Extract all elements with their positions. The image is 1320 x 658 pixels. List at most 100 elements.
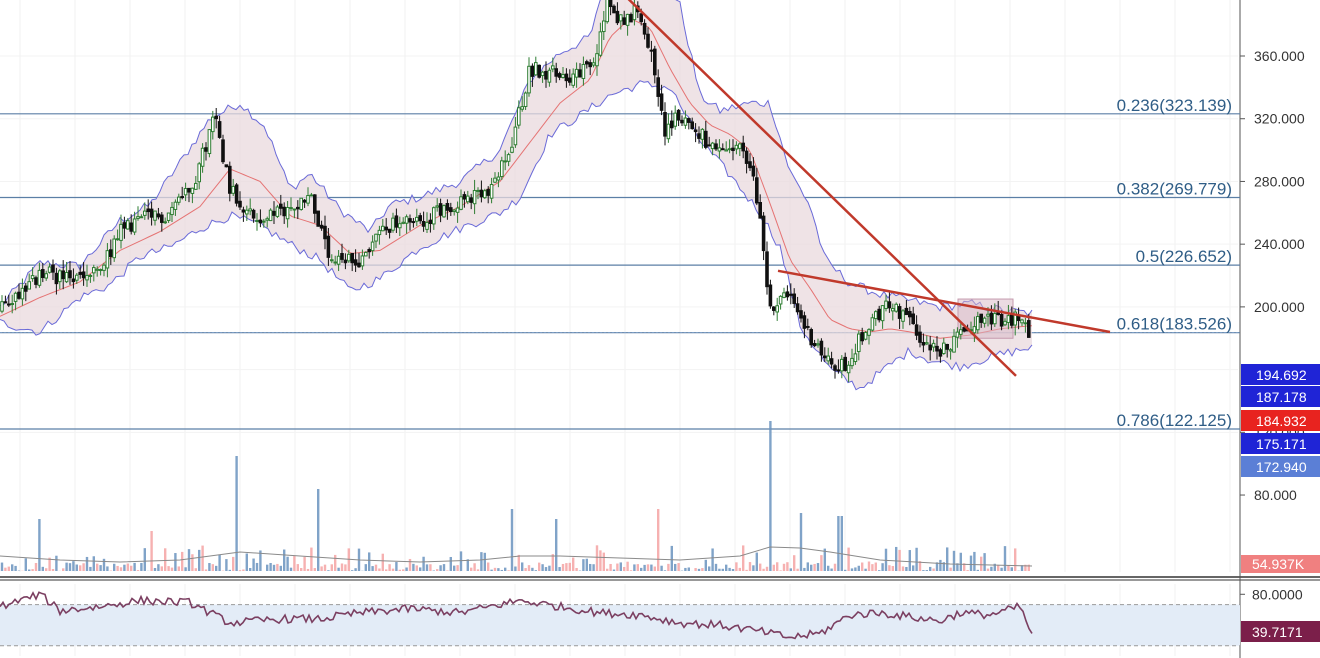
- volume-bar: [708, 566, 711, 571]
- candle-body: [112, 238, 117, 259]
- volume-bar: [497, 568, 500, 571]
- volume-bar: [442, 564, 446, 571]
- candle-body: [180, 196, 184, 199]
- price-badge-label: 172.940: [1256, 459, 1307, 475]
- candle-body: [649, 49, 654, 52]
- candle-body: [506, 154, 511, 162]
- volume-bar: [534, 570, 537, 571]
- trendline[interactable]: [777, 269, 1111, 334]
- candle-body: [139, 216, 144, 219]
- volume-bar: [38, 519, 41, 571]
- volume-bar: [249, 567, 252, 571]
- volume-bar: [952, 550, 956, 571]
- price-badge: [1241, 433, 1320, 454]
- candle-body: [68, 270, 72, 279]
- candle-body: [173, 201, 178, 210]
- trendline[interactable]: [608, 0, 1017, 377]
- candle-body: [588, 62, 593, 68]
- candle-body: [309, 194, 314, 197]
- volume-bar: [895, 546, 898, 571]
- candle-body: [24, 285, 28, 292]
- volume-bar: [504, 567, 507, 571]
- volume-bar: [368, 552, 371, 571]
- volume-bar: [279, 565, 282, 571]
- bollinger-fill: [0, 0, 1032, 390]
- candle-body: [302, 199, 307, 203]
- trendlines[interactable]: [608, 0, 1111, 377]
- candle-body: [459, 196, 463, 210]
- axis-tick-label: 360.000: [1254, 48, 1305, 64]
- volume-bar: [337, 567, 340, 571]
- bollinger-bands: [0, 0, 1033, 391]
- candle-body: [197, 163, 201, 183]
- volume-bar: [891, 565, 894, 571]
- volume-bar: [0, 562, 4, 571]
- candle-body: [962, 327, 967, 332]
- volume-bar: [1014, 548, 1017, 571]
- volume-bar: [623, 566, 626, 571]
- volume-bar: [677, 563, 680, 571]
- volume-bar: [864, 568, 867, 571]
- candle-body: [741, 142, 746, 152]
- volume-bar: [259, 550, 262, 571]
- volume-bar: [228, 569, 231, 571]
- candle-body: [517, 107, 521, 126]
- candle-body: [673, 112, 678, 127]
- candle-body: [914, 324, 919, 336]
- volume-bar: [932, 568, 935, 571]
- volume-bar: [191, 554, 194, 571]
- volume-bar: [449, 556, 452, 571]
- candle-body: [683, 117, 688, 126]
- candle-body: [418, 215, 422, 222]
- candle-body: [758, 201, 763, 219]
- candle-body: [891, 308, 895, 312]
- candle-body: [700, 128, 705, 140]
- volume-bar: [619, 562, 622, 571]
- volume-bar: [609, 563, 612, 571]
- candle-body: [336, 255, 341, 265]
- candle-body: [530, 65, 535, 77]
- volume-bar: [742, 545, 745, 571]
- volume-bar: [565, 563, 568, 571]
- candle-body: [166, 212, 171, 221]
- volume-bar: [901, 566, 905, 571]
- candle-body: [411, 221, 416, 224]
- volume-bar: [116, 565, 119, 571]
- volume-bar: [653, 566, 656, 571]
- candle-body: [619, 14, 623, 22]
- volume-bar: [738, 567, 741, 571]
- candle-body: [639, 13, 644, 23]
- candle-body: [809, 329, 814, 346]
- volume-bar: [82, 563, 85, 571]
- volume-bar: [626, 561, 629, 571]
- volume-bar: [198, 549, 201, 571]
- candle-body: [292, 208, 297, 211]
- volume-bar: [684, 567, 687, 571]
- candle-body: [523, 92, 528, 107]
- volume-bar: [888, 565, 891, 571]
- candle-body: [340, 253, 344, 260]
- candle-body: [806, 325, 810, 328]
- volume-bar: [728, 567, 731, 571]
- volume-bar: [517, 554, 520, 571]
- volume-bar: [572, 557, 575, 571]
- volume-bar: [925, 570, 928, 571]
- volume-bar: [85, 556, 89, 571]
- price-badge: [1241, 456, 1320, 477]
- candle-body: [489, 183, 494, 199]
- volume-bar: [269, 563, 272, 571]
- volume-bar: [861, 562, 864, 571]
- candle-body: [387, 228, 392, 233]
- candle-body: [765, 251, 769, 288]
- axis-tick-label: 240.000: [1254, 236, 1305, 252]
- candle-body: [778, 295, 783, 305]
- volume-bar: [507, 570, 510, 571]
- candle-body: [438, 203, 443, 216]
- candle-body: [415, 216, 419, 222]
- candle-body: [1020, 319, 1024, 324]
- volume-bar: [629, 570, 633, 571]
- candle-body: [687, 118, 691, 123]
- candle-body: [105, 250, 110, 269]
- volume-bar: [993, 563, 996, 571]
- volume-bar: [106, 566, 109, 571]
